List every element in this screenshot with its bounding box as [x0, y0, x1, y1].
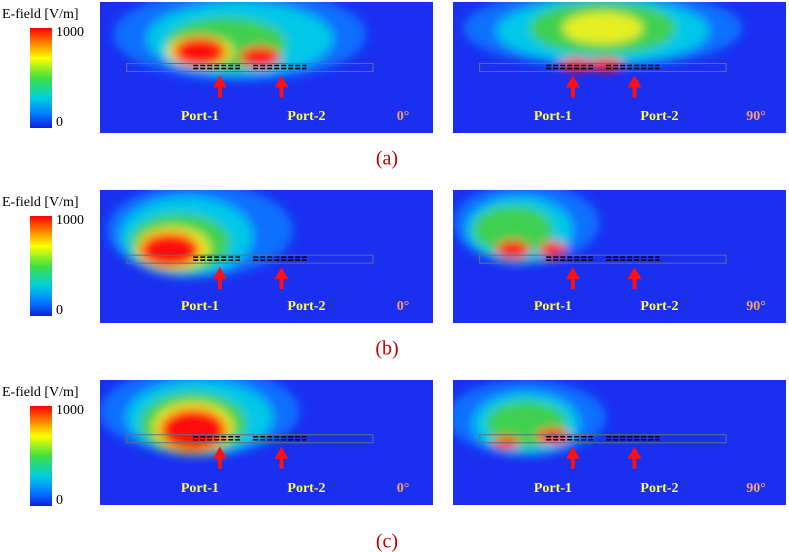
port-label: Port-1	[534, 109, 572, 124]
field-panel	[453, 190, 786, 323]
field-blobs	[463, 2, 743, 72]
port-label: Port-1	[181, 481, 219, 496]
colorbar	[30, 28, 52, 128]
field-region	[539, 241, 567, 258]
arrow-head	[627, 446, 642, 459]
colorbar-min: 0	[56, 303, 63, 318]
arrow-head	[212, 267, 227, 280]
angle-label: 90°	[746, 109, 766, 124]
arrow-head	[274, 267, 289, 280]
port-label: Port-2	[287, 481, 325, 496]
field-blobs	[106, 190, 294, 277]
caption: (a)	[376, 148, 398, 170]
substrate	[126, 254, 374, 264]
colorbar-max: 1000	[56, 403, 84, 418]
port-label: Port-2	[640, 481, 678, 496]
angle-label: 0°	[397, 109, 410, 124]
port-label: Port-1	[534, 299, 572, 314]
substrate	[479, 63, 727, 72]
field-region	[159, 408, 227, 452]
arrow-head	[565, 75, 580, 88]
port-label: Port-2	[287, 299, 325, 314]
port-label: Port-2	[640, 299, 678, 314]
field-region	[562, 12, 643, 44]
field-blobs	[453, 380, 607, 455]
angle-label: 0°	[397, 481, 410, 496]
field-region	[173, 37, 227, 67]
colorbar-title: E-field [V/m]	[2, 195, 79, 210]
colorbar-title: E-field [V/m]	[2, 385, 79, 400]
field-region	[496, 240, 530, 260]
angle-label: 90°	[746, 481, 766, 496]
colorbar-min: 0	[56, 115, 63, 130]
field-region	[139, 232, 200, 268]
field-blobs	[100, 380, 300, 455]
port-label: Port-1	[534, 481, 572, 496]
substrate	[126, 434, 374, 444]
field-panel	[453, 380, 786, 505]
arrow-head	[627, 267, 642, 280]
port-label: Port-1	[181, 299, 219, 314]
arrow-head	[212, 75, 227, 88]
colorbar-max: 1000	[56, 25, 84, 40]
field-panel	[453, 2, 786, 133]
arrow-head	[565, 446, 580, 459]
port-label: Port-2	[640, 109, 678, 124]
arrow-head	[212, 446, 227, 459]
substrate	[126, 63, 374, 72]
field-panel	[100, 380, 433, 505]
substrate	[479, 434, 727, 444]
colorbar	[30, 406, 52, 506]
arrow-head	[274, 75, 289, 88]
colorbar-min: 0	[56, 493, 63, 508]
field-panel	[100, 2, 433, 133]
colorbar-max: 1000	[56, 213, 84, 228]
caption: (b)	[375, 338, 398, 360]
angle-label: 0°	[397, 299, 410, 314]
port-label: Port-1	[181, 109, 219, 124]
arrow-head	[627, 75, 642, 88]
angle-label: 90°	[746, 299, 766, 314]
caption: (c)	[376, 531, 398, 552]
colorbar-title: E-field [V/m]	[2, 7, 79, 22]
arrow-head	[565, 267, 580, 280]
field-blobs	[113, 2, 367, 81]
field-panel	[100, 190, 433, 323]
field-region	[239, 46, 280, 68]
port-label: Port-2	[287, 109, 325, 124]
substrate	[479, 254, 727, 264]
field-blobs	[453, 190, 600, 264]
arrow-head	[274, 446, 289, 459]
colorbar	[30, 216, 52, 316]
field-region	[472, 205, 553, 254]
